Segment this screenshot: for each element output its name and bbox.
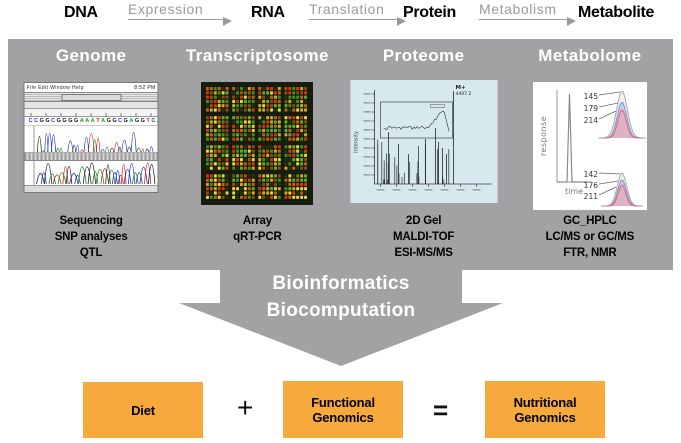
response-axis-label: response	[539, 116, 548, 156]
metabolism-arrow-icon	[479, 17, 576, 26]
method-line: SNP analyses	[54, 231, 128, 243]
metabolome-title: Metabolome	[538, 46, 642, 65]
chromatography-image: response time 145 179 214 142 176 211	[532, 82, 647, 210]
method-line: ESI-MS/MS	[394, 247, 453, 259]
method-line: MALDI-TOF	[393, 231, 455, 243]
flow-process-metabolism: Metabolism	[479, 1, 576, 26]
genome-scrollbar	[24, 185, 158, 192]
nutritional-genomics-box: Nutritional Genomics	[485, 381, 605, 438]
genome-chromatogram-main	[24, 126, 158, 153]
functional-genomics-box: Functional Genomics	[283, 381, 403, 438]
genome-methods: Sequencing SNP analyses QTL	[8, 213, 174, 261]
proteome-title: Proteome	[382, 46, 465, 65]
genome-toolbar	[24, 102, 158, 109]
metabolism-label: Metabolism	[479, 1, 557, 17]
microarray-image	[201, 82, 314, 205]
peak-214-label: 214	[584, 116, 599, 125]
genome-chromatogram-secondary	[24, 161, 158, 185]
method-line: FTR, NMR	[563, 247, 617, 259]
proteome-methods: 2D Gel MALDI-TOF ESI-MS/MS	[341, 213, 507, 261]
panel-proteome: Proteome Intensity M+ 4497.2 2D Gel	[341, 39, 507, 270]
genome-ruler	[24, 109, 158, 117]
mass-spectrum-image: Intensity M+ 4497.2	[350, 80, 498, 203]
genome-menu-items: File Edit Window Help	[26, 84, 84, 91]
genome-splitter	[24, 153, 158, 161]
flow-process-translation: Translation	[309, 1, 406, 26]
transcriptosome-title: Transcriptosome	[185, 46, 329, 65]
translation-label: Translation	[309, 1, 385, 17]
translation-arrow-icon	[309, 17, 406, 26]
peak-211-label: 211	[584, 192, 599, 201]
time-axis-label: time	[565, 187, 583, 196]
flow-node-dna: DNA	[64, 4, 98, 21]
expression-label: Expression	[128, 1, 204, 17]
flow-node-metabolite: Metabolite	[578, 4, 655, 21]
flow-process-expression: Expression	[128, 1, 232, 26]
method-line: 2D Gel	[406, 215, 442, 227]
expression-arrow-icon	[128, 17, 232, 26]
peak-176-label: 176	[584, 181, 599, 190]
mplus-peak-value: 4497.2	[455, 91, 471, 97]
flow-node-protein: Protein	[403, 4, 457, 21]
panel-transcriptosome: Transcriptosome Array qRT-PCR	[174, 39, 340, 270]
intensity-axis-label: Intensity	[353, 131, 359, 153]
peak-142-label: 142	[584, 170, 599, 179]
genome-title: Genome	[55, 46, 127, 65]
mplus-peak-label: M+	[455, 85, 465, 91]
funnel-line-1: Bioinformatics	[272, 273, 410, 294]
genome-base-calls: CCGGCGGGGAAATAGGCGAGGTCATT	[24, 117, 158, 126]
genome-clock: 8:52 PM	[134, 84, 156, 91]
panel-metabolome: Metabolome response time 145	[507, 39, 673, 270]
flow-node-rna: RNA	[251, 4, 285, 21]
equals-operator: =	[433, 395, 449, 425]
bioinformatics-funnel-arrow: Bioinformatics Biocomputation	[179, 270, 503, 366]
diet-box: Diet	[83, 382, 203, 438]
method-line: LC/MS or GC/MS	[545, 231, 635, 243]
peak-179-label: 179	[584, 104, 599, 113]
method-line: qRT-PCR	[233, 231, 282, 243]
metabolome-methods: GC_HPLC LC/MS or GC/MS FTR, NMR	[507, 213, 673, 261]
transcriptosome-methods: Array qRT-PCR	[174, 213, 340, 245]
method-line: QTL	[79, 247, 103, 259]
method-line: Array	[242, 215, 272, 227]
method-line: Sequencing	[59, 215, 123, 227]
method-line: GC_HPLC	[563, 215, 617, 227]
genome-menubar: File Edit Window Help 8:52 PM	[24, 83, 158, 93]
genome-titlebar	[24, 93, 158, 102]
funnel-line-2: Biocomputation	[266, 300, 416, 321]
plus-operator: +	[237, 392, 254, 423]
peak-145-label: 145	[584, 92, 599, 101]
